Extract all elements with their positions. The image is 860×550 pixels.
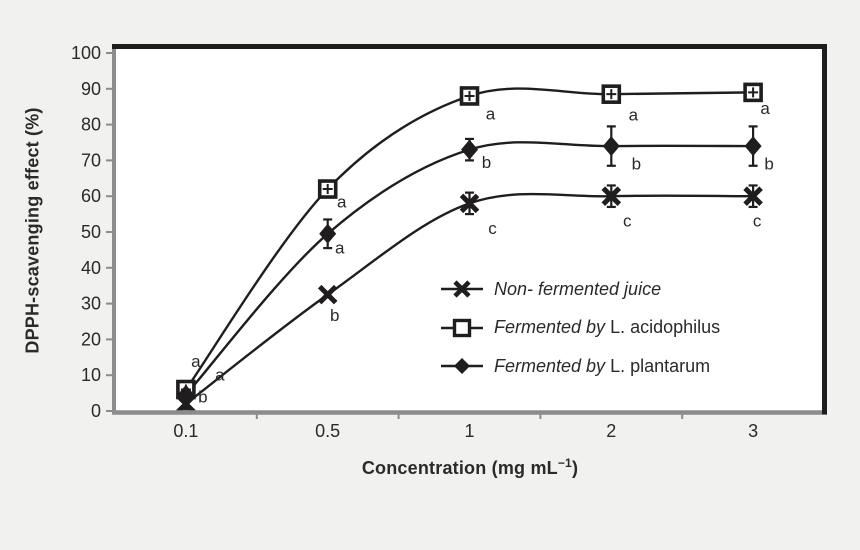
legend-item-non-fermented: Non- fermented juice xyxy=(440,270,720,309)
significance-letter: b xyxy=(632,155,641,174)
x-axis-title-text: Concentration (mg mL xyxy=(361,458,558,478)
x-tick-label: 2 xyxy=(606,421,616,441)
x-marker xyxy=(743,186,763,206)
open-square-marker-cross xyxy=(322,184,333,195)
y-tick-label: 50 xyxy=(81,222,101,242)
x-marker xyxy=(317,284,338,305)
y-tick-label: 60 xyxy=(81,186,101,206)
x-marker xyxy=(459,193,480,214)
y-tick-label: 40 xyxy=(81,258,101,278)
significance-letter: b xyxy=(482,153,491,172)
significance-letter: a xyxy=(486,104,496,123)
legend-label: Fermented by L. acidophilus xyxy=(494,317,721,338)
open-square-marker-cross xyxy=(464,90,475,101)
legend-item-acidophilus: Fermented by L. acidophilus xyxy=(440,309,720,348)
significance-letter: a xyxy=(191,352,201,371)
significance-letter: b xyxy=(330,306,339,325)
x-axis-title-superscript: −1 xyxy=(557,456,572,470)
y-tick-label: 70 xyxy=(81,150,101,170)
y-tick-label: 0 xyxy=(91,401,101,421)
y-tick-label: 80 xyxy=(81,115,101,135)
open-square-marker-cross xyxy=(748,87,759,98)
y-axis-title-text: DPPH-scavenging effect (%) xyxy=(22,107,43,354)
y-tick-label: 30 xyxy=(81,294,101,314)
x-tick-label: 1 xyxy=(464,421,474,441)
legend-label: Non- fermented juice xyxy=(494,278,662,299)
legend-item-plantarum: Fermented by L. plantarum xyxy=(440,347,720,386)
open-square-marker-cross xyxy=(606,89,617,100)
y-tick-label: 10 xyxy=(81,365,101,385)
significance-letter: b xyxy=(764,155,773,174)
significance-letter: b xyxy=(198,387,207,406)
x-axis-title: Concentration (mg mL−1) xyxy=(240,456,700,479)
diamond-marker xyxy=(461,139,478,160)
series-line-1 xyxy=(184,87,754,391)
x-tick-label: 0.1 xyxy=(173,421,198,441)
x-axis-title-close: ) xyxy=(571,458,579,478)
open-square-marker-icon xyxy=(441,318,483,337)
significance-letter: a xyxy=(337,193,347,212)
diamond-marker xyxy=(319,223,337,244)
significance-letter: a xyxy=(215,365,225,384)
significance-letter: a xyxy=(629,106,639,125)
x-tick-label: 3 xyxy=(748,421,758,441)
significance-letter: a xyxy=(335,238,345,257)
diamond-marker xyxy=(602,136,620,157)
y-tick-label: 20 xyxy=(81,329,101,349)
significance-letter: a xyxy=(760,99,770,118)
diamond-marker xyxy=(744,136,762,157)
x-marker xyxy=(601,186,622,206)
significance-letter: c xyxy=(488,219,497,238)
significance-letter: c xyxy=(753,212,762,231)
x-tick-label: 0.5 xyxy=(315,421,340,441)
x-marker xyxy=(176,394,196,414)
legend-label: Fermented by L. plantarum xyxy=(494,355,711,376)
legend: Non- fermented juice Fermented by L. aci… xyxy=(440,270,720,386)
y-tick-label: 90 xyxy=(81,79,101,99)
y-axis-title: DPPH-scavenging effect (%) xyxy=(23,31,44,431)
y-tick-label: 100 xyxy=(71,43,101,63)
significance-letter: c xyxy=(623,212,632,231)
diamond-marker-icon xyxy=(441,358,483,375)
x-marker-icon xyxy=(441,280,483,298)
